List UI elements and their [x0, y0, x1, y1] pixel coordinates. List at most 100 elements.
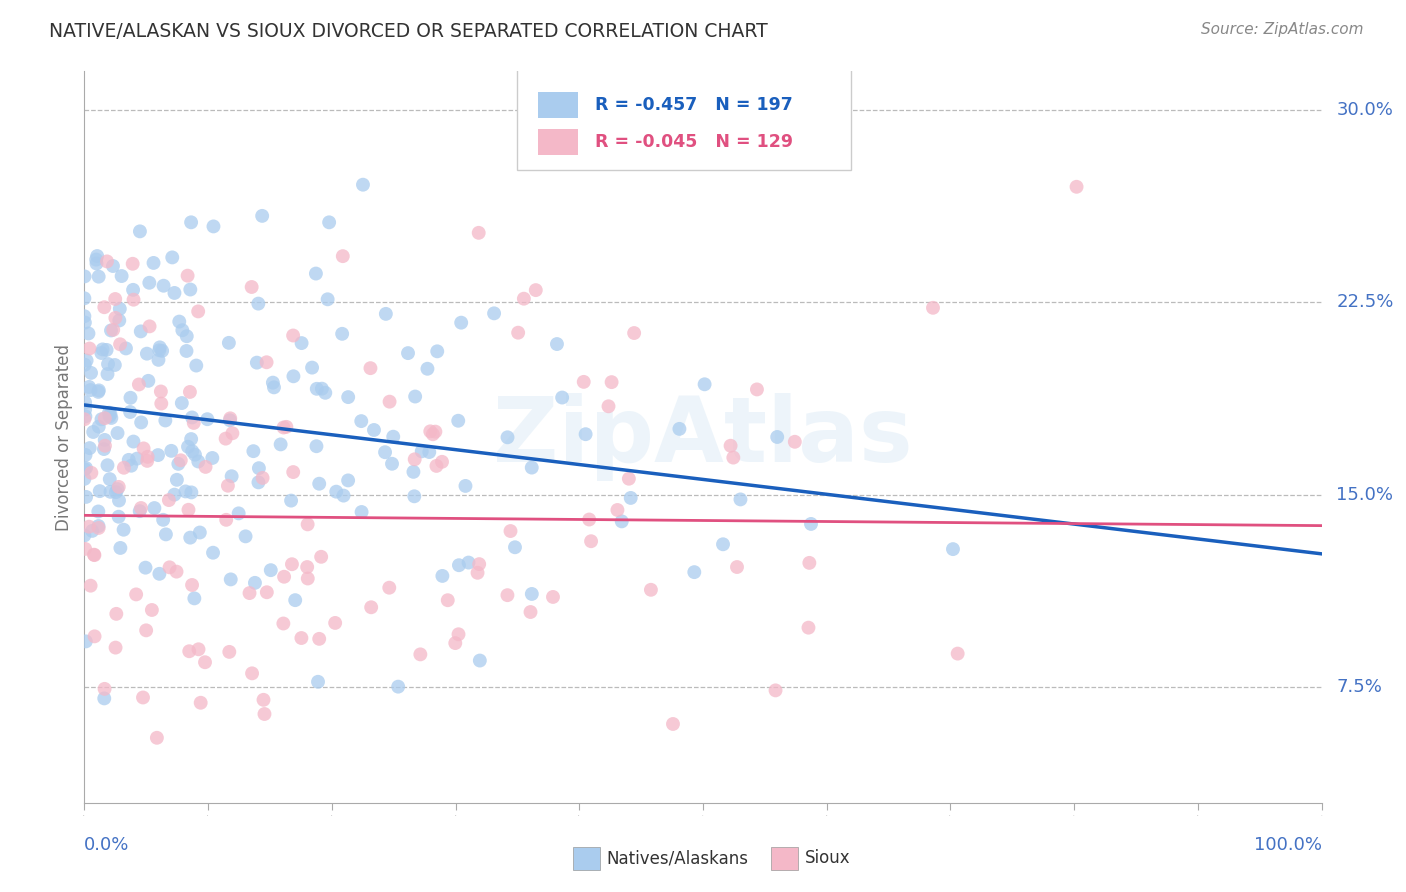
FancyBboxPatch shape	[538, 128, 578, 155]
Point	[146, 731, 169, 745]
Point	[418, 445, 440, 459]
Point	[73, 412, 96, 426]
Point	[108, 493, 131, 508]
Point	[108, 337, 131, 351]
Point	[295, 560, 318, 574]
Point	[382, 430, 405, 444]
Point	[499, 524, 522, 538]
Point	[87, 504, 110, 518]
Point	[122, 293, 145, 307]
Point	[301, 360, 323, 375]
Point	[496, 588, 519, 602]
Point	[176, 268, 198, 283]
Text: R = -0.045   N = 129: R = -0.045 N = 129	[595, 133, 793, 151]
Point	[136, 374, 159, 388]
Point	[276, 420, 298, 434]
Text: NATIVE/ALASKAN VS SIOUX DIVORCED OR SEPARATED CORRELATION CHART: NATIVE/ALASKAN VS SIOUX DIVORCED OR SEPA…	[49, 22, 768, 41]
Point	[350, 505, 373, 519]
Point	[551, 391, 574, 405]
Point	[187, 304, 209, 318]
Text: Natives/Alaskans: Natives/Alaskans	[606, 849, 748, 867]
Point	[86, 256, 108, 270]
Point	[305, 267, 328, 281]
Point	[332, 489, 354, 503]
Point	[183, 416, 205, 430]
Point	[155, 413, 177, 427]
Point	[183, 591, 205, 606]
Point	[167, 457, 190, 471]
Point	[149, 384, 172, 399]
Point	[184, 448, 207, 462]
Text: ZipAtlas: ZipAtlas	[494, 393, 912, 481]
Point	[281, 558, 304, 572]
Point	[100, 407, 122, 421]
Point	[79, 342, 101, 356]
Point	[163, 285, 186, 300]
Point	[166, 473, 188, 487]
Point	[215, 513, 238, 527]
Point	[745, 383, 768, 397]
Point	[402, 465, 425, 479]
Point	[82, 425, 104, 439]
Point	[243, 575, 266, 590]
Point	[75, 395, 97, 409]
Point	[100, 323, 122, 337]
Point	[108, 301, 131, 316]
Point	[110, 541, 132, 555]
Point	[179, 531, 201, 545]
Point	[75, 490, 97, 504]
Point	[125, 587, 148, 601]
Point	[112, 460, 135, 475]
Point	[221, 469, 243, 483]
Point	[129, 224, 152, 238]
Point	[218, 335, 240, 350]
Point	[135, 346, 157, 360]
Point	[218, 645, 240, 659]
Point	[256, 585, 278, 599]
Point	[98, 409, 121, 424]
Point	[148, 343, 170, 358]
Point	[240, 280, 263, 294]
Point	[572, 375, 595, 389]
Point	[181, 444, 204, 458]
Point	[314, 385, 336, 400]
Point	[89, 484, 111, 499]
Point	[125, 451, 148, 466]
Point	[281, 328, 304, 343]
Point	[179, 384, 201, 399]
Point	[291, 336, 314, 351]
Point	[598, 399, 620, 413]
Point	[129, 501, 152, 516]
Point	[283, 369, 305, 384]
Point	[766, 430, 789, 444]
Point	[180, 432, 202, 446]
Point	[128, 377, 150, 392]
Point	[946, 647, 969, 661]
Point	[160, 443, 183, 458]
Text: 15.0%: 15.0%	[1337, 486, 1393, 504]
Point	[170, 396, 193, 410]
Point	[524, 283, 547, 297]
Point	[307, 674, 329, 689]
Point	[454, 479, 477, 493]
Point	[800, 516, 823, 531]
Point	[79, 441, 101, 455]
Point	[409, 648, 432, 662]
Text: 100.0%: 100.0%	[1254, 836, 1322, 854]
Point	[87, 269, 110, 284]
Point	[91, 343, 114, 357]
Point	[152, 278, 174, 293]
Point	[174, 484, 197, 499]
Point	[122, 434, 145, 449]
Point	[337, 474, 360, 488]
Point	[922, 301, 945, 315]
Point	[107, 425, 129, 440]
Point	[103, 323, 125, 337]
Point	[730, 492, 752, 507]
Text: 7.5%: 7.5%	[1337, 678, 1382, 697]
Point	[723, 450, 745, 465]
Point	[87, 419, 110, 434]
Point	[411, 444, 433, 458]
Point	[600, 375, 623, 389]
Point	[396, 346, 419, 360]
